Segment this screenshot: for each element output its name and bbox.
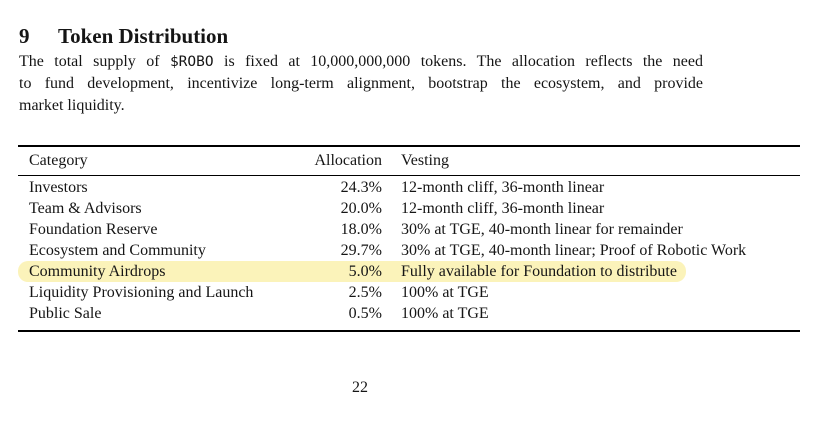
table-row: Ecosystem and Community 29.7% 30% at TGE… [18,240,800,261]
category-value: Investors [29,179,88,196]
column-header-vesting: Vesting [382,146,800,176]
page-number: 22 [352,379,368,396]
cell-category: Community Airdrops [18,261,293,282]
cell-vesting: 12-month cliff, 36-month linear [382,176,800,199]
column-header-category: Category [18,146,293,176]
allocation-value: 5.0% [293,261,382,282]
cell-allocation: 18.0% [293,219,382,240]
intro-line-3: market liquidity. [19,97,125,114]
allocation-value: 29.7% [340,242,382,259]
vesting-value: Fully available for Foundation to distri… [382,261,686,282]
section-heading: 9 Token Distribution [19,22,228,50]
table-header: Category Allocation Vesting [18,146,800,176]
column-header-allocation: Allocation [293,146,382,176]
category-value: Liquidity Provisioning and Launch [29,284,254,301]
allocation-value: 18.0% [340,221,382,238]
vesting-value: 100% at TGE [401,284,489,301]
vesting-value: 100% at TGE [401,305,489,322]
cell-allocation: 24.3% [293,176,382,199]
vesting-value: 12-month cliff, 36-month linear [401,200,605,217]
cell-category: Ecosystem and Community [18,240,293,261]
table-row: Public Sale 0.5% 100% at TGE [18,303,800,331]
cell-vesting: 12-month cliff, 36-month linear [382,198,800,219]
cell-category: Liquidity Provisioning and Launch [18,282,293,303]
cell-allocation: 20.0% [293,198,382,219]
cell-allocation: 5.0% [293,261,382,282]
cell-allocation: 0.5% [293,303,382,331]
table-body: Investors 24.3% 12-month cliff, 36-month… [18,176,800,332]
category-value: Ecosystem and Community [29,242,206,259]
cell-category: Team & Advisors [18,198,293,219]
table-row-highlighted: Community Airdrops 5.0% Fully available … [18,261,800,282]
vesting-value: 12-month cliff, 36-month linear [401,179,605,196]
category-value: Team & Advisors [29,200,142,217]
intro-line-1: The total supply of $ROBO is fixed at 10… [19,51,703,73]
intro-paragraph: The total supply of $ROBO is fixed at 10… [19,51,703,117]
allocation-value: 0.5% [348,305,382,322]
cell-category: Foundation Reserve [18,219,293,240]
vesting-value: 30% at TGE, 40-month linear; Proof of Ro… [401,242,747,259]
table-row: Foundation Reserve 18.0% 30% at TGE, 40-… [18,219,800,240]
cell-category: Public Sale [18,303,293,331]
cell-vesting: 100% at TGE [382,282,800,303]
intro-line1-part1: The total supply of [19,53,170,70]
category-value: Community Airdrops [18,261,293,282]
token-ticker: $ROBO [169,54,214,70]
cell-category: Investors [18,176,293,199]
section-number: 9 [19,24,30,49]
allocation-value: 2.5% [348,284,382,301]
vesting-value: 30% at TGE, 40-month linear for remainde… [401,221,683,238]
section-title: Token Distribution [58,24,229,49]
cell-allocation: 2.5% [293,282,382,303]
cell-vesting: 100% at TGE [382,303,800,331]
cell-vesting: Fully available for Foundation to distri… [382,261,800,282]
category-value: Public Sale [29,305,102,322]
intro-line1-part2: is fixed at 10,000,000,000 tokens. The a… [213,53,704,70]
table-row: Investors 24.3% 12-month cliff, 36-month… [18,176,800,199]
category-value: Foundation Reserve [29,221,158,238]
table-row: Team & Advisors 20.0% 12-month cliff, 36… [18,198,800,219]
token-allocation-table: Category Allocation Vesting Investors 24… [18,145,800,332]
cell-vesting: 30% at TGE, 40-month linear for remainde… [382,219,800,240]
allocation-value: 24.3% [340,179,382,196]
allocation-value: 20.0% [340,200,382,217]
table-row: Liquidity Provisioning and Launch 2.5% 1… [18,282,800,303]
cell-vesting: 30% at TGE, 40-month linear; Proof of Ro… [382,240,800,261]
cell-allocation: 29.7% [293,240,382,261]
intro-line-2: to fund development, incentivize long-te… [19,75,703,92]
table-header-row: Category Allocation Vesting [18,146,800,176]
